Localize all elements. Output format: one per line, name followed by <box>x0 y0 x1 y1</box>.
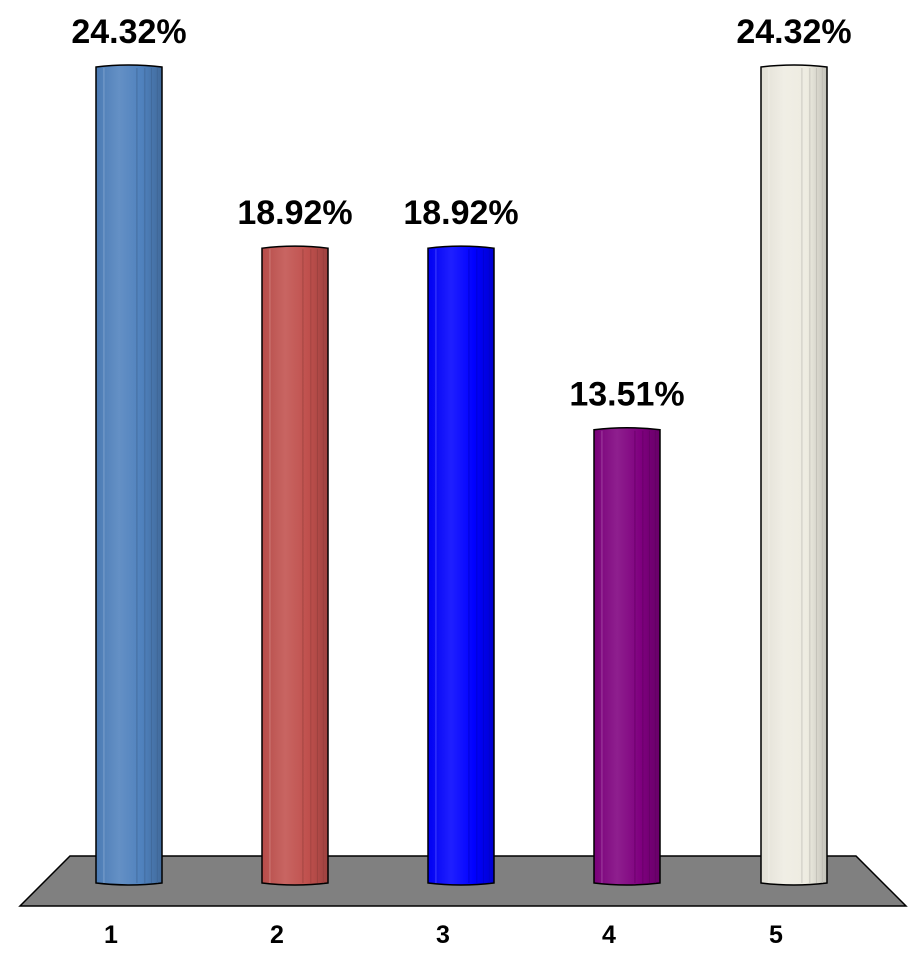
bar-2 <box>261 245 329 886</box>
bar-4 <box>593 426 661 886</box>
x-tick-label-1: 1 <box>104 921 118 949</box>
x-tick-label-4: 4 <box>602 921 616 949</box>
data-label-5: 24.32% <box>736 13 851 51</box>
data-label-4: 13.51% <box>569 376 684 414</box>
x-tick-label-2: 2 <box>270 921 284 949</box>
data-label-1: 24.32% <box>71 13 186 51</box>
data-label-2: 18.92% <box>237 194 352 232</box>
bar-5 <box>760 64 828 886</box>
bar-1 <box>95 64 163 886</box>
x-tick-labels-group: 1 2 3 4 5 <box>104 921 783 949</box>
x-tick-label-3: 3 <box>436 921 450 949</box>
data-label-3: 18.92% <box>403 194 518 232</box>
bar-3 <box>427 245 495 886</box>
x-tick-label-5: 5 <box>769 921 783 949</box>
value-labels-group: 24.32% 18.92% 18.92% 13.51% 24.32% <box>71 13 851 414</box>
bars-group <box>95 64 828 886</box>
